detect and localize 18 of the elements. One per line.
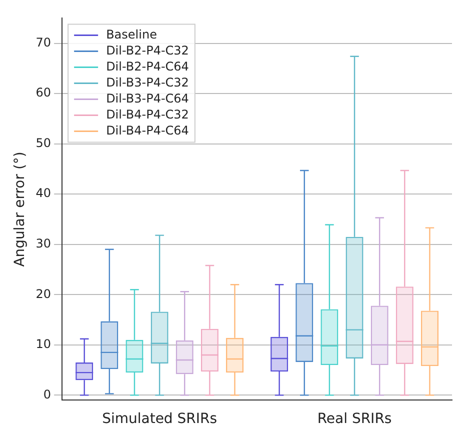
y-tick-label: 60 (36, 86, 52, 100)
legend-label: Dil-B2-P4-C64 (106, 59, 189, 74)
y-axis-title: Angular error (°) (12, 152, 28, 267)
x-tick-label: Simulated SRIRs (102, 411, 218, 428)
legend-label: Baseline (106, 27, 157, 42)
y-tick-label: 30 (36, 236, 52, 251)
legend-label: Dil-B4-P4-C64 (106, 123, 189, 138)
y-tick-label: 10 (36, 337, 52, 352)
y-tick-label: 50 (36, 136, 52, 150)
x-tick-label: Real SRIRs (317, 411, 392, 428)
y-tick-label: 40 (36, 186, 52, 200)
legend-label: Dil-B3-P4-C64 (106, 91, 189, 106)
legend-label: Dil-B2-P4-C32 (106, 43, 189, 58)
y-tick-label: 20 (36, 286, 52, 301)
legend-label: Dil-B4-P4-C32 (106, 107, 189, 122)
y-tick-label: 70 (36, 35, 52, 50)
y-tick-label: 0 (43, 387, 52, 402)
legend-label: Dil-B3-P4-C32 (106, 75, 189, 90)
